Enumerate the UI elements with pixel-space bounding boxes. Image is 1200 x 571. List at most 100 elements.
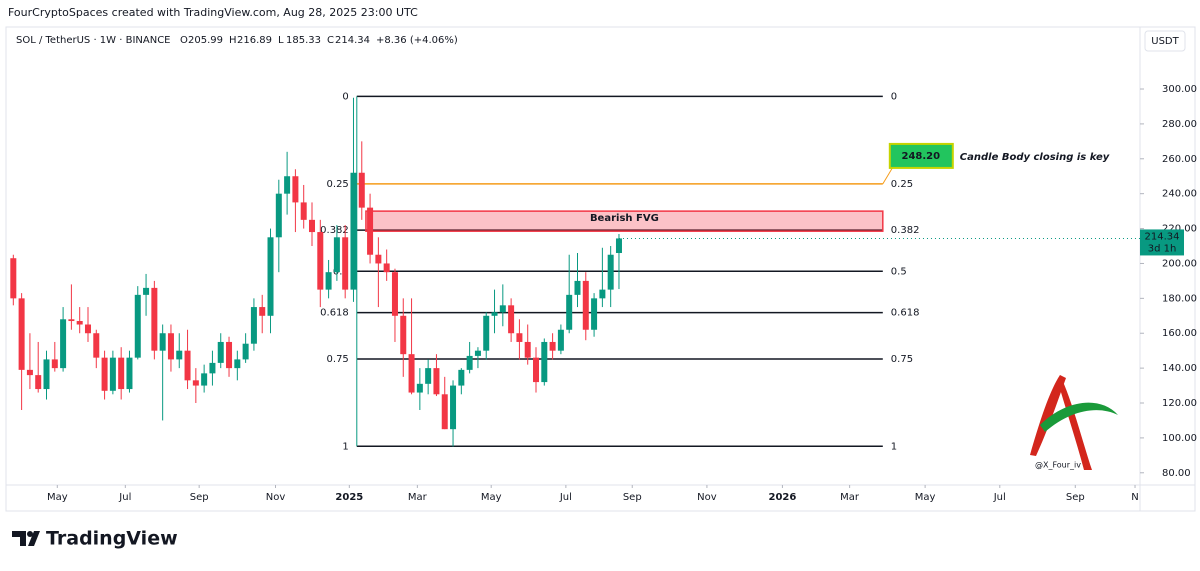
candle-body — [275, 193, 282, 238]
candle-body — [508, 305, 515, 334]
fib-label-right: 0 — [891, 91, 897, 102]
candle-body — [391, 272, 398, 316]
candle-body — [192, 380, 199, 386]
symbol: SOL / TetherUS · 1W · BINANCE — [16, 35, 171, 46]
candle-body — [201, 373, 208, 386]
candle-body — [333, 237, 340, 273]
fib-label-left: 0.382 — [320, 225, 349, 236]
fvg-label: Bearish FVG — [590, 213, 659, 224]
candle-body — [84, 324, 91, 334]
fib-label-right: 0.618 — [891, 308, 920, 319]
candle-body — [342, 237, 349, 290]
x-tick-label: Jul — [118, 492, 131, 503]
brand: TradingView — [46, 528, 178, 550]
candle-body — [184, 350, 191, 381]
fib-label-right: 0.382 — [891, 225, 920, 236]
candle-body — [400, 315, 407, 355]
candle-body — [408, 354, 415, 393]
x-tick-label: 2026 — [768, 492, 796, 503]
countdown: 3d 1h — [1148, 243, 1177, 254]
x-tick-label: Mar — [408, 492, 428, 503]
candle-body — [143, 287, 150, 295]
x-tick-label: May — [481, 492, 502, 503]
candle-body — [10, 258, 17, 299]
candle-body — [234, 359, 241, 369]
x-tick-label: May — [915, 492, 936, 503]
candle-body — [591, 298, 598, 330]
y-tick-label: 200.00 — [1162, 258, 1197, 269]
fib-label-left: 0.25 — [327, 179, 349, 190]
candle-body — [541, 341, 548, 383]
fib-label-right: 1 — [891, 441, 897, 452]
candle-body — [483, 315, 490, 351]
candle-body — [300, 202, 307, 220]
y-tick-label: 140.00 — [1162, 363, 1197, 374]
candle-body — [60, 319, 67, 369]
candle-body — [582, 280, 589, 330]
fib-label-right: 0.75 — [891, 354, 913, 365]
y-tick-label: 280.00 — [1162, 119, 1197, 130]
candle-body — [250, 307, 257, 344]
candle-body — [358, 172, 365, 208]
candle-body — [167, 333, 174, 360]
candle-body — [466, 355, 473, 370]
fib-label-left: 1 — [342, 441, 348, 452]
annotation-price: 248.20 — [902, 151, 941, 162]
candle-body — [599, 289, 606, 299]
logo — [1030, 375, 1118, 470]
candle-body — [416, 383, 423, 393]
candle-body — [566, 294, 573, 330]
currency-button[interactable] — [1144, 30, 1186, 52]
candle-body — [441, 394, 448, 430]
candle-body — [35, 375, 42, 390]
candle-body — [450, 385, 457, 430]
candle-body — [615, 238, 622, 254]
ohlc-letter: H — [229, 35, 237, 46]
y-tick-label: 260.00 — [1162, 154, 1197, 165]
candle-body — [51, 359, 58, 369]
candle-body — [101, 357, 108, 391]
fib-label-left: 0.618 — [320, 308, 349, 319]
candle-body — [549, 341, 556, 351]
candle-body — [425, 368, 432, 384]
annotation-box — [888, 142, 954, 169]
fib-label-right: 0.5 — [891, 266, 907, 277]
candle-body — [499, 305, 506, 313]
credit: FourCryptoSpaces created with TradingVie… — [8, 6, 418, 19]
y-tick-label: 240.00 — [1162, 189, 1197, 200]
candle-body — [93, 333, 100, 358]
candle-body — [308, 219, 315, 233]
candle-body — [607, 254, 614, 290]
fib-label-left: 0.5 — [333, 266, 349, 277]
candle-body — [317, 232, 324, 290]
plot: 80.00 100.00 120.00 140.00 160.00 180.00 200.0… — [10, 84, 1197, 503]
ohlc-value: 205.99 — [188, 35, 223, 46]
candle-body — [159, 333, 166, 351]
candle-body — [375, 254, 382, 264]
y-tick-label: 220.00 — [1162, 224, 1197, 235]
candle-body — [350, 172, 357, 290]
candle-body — [557, 329, 564, 351]
candle-body — [43, 359, 50, 390]
tv-logo — [12, 531, 40, 546]
x-tick-label: 2025 — [335, 492, 363, 503]
candle-body — [284, 176, 291, 194]
candle-body — [226, 341, 233, 369]
watermark: @X_Four_iv — [1035, 461, 1081, 470]
candle-body — [76, 321, 83, 325]
last-price: 214.34 — [1145, 231, 1180, 242]
candle-body — [325, 272, 332, 290]
chart-frame — [5, 26, 1196, 512]
candle-body — [109, 357, 116, 391]
ohlc-value: 214.34 — [335, 35, 370, 46]
candle-body — [433, 368, 440, 395]
candle-body — [209, 362, 216, 374]
fib-label-left: 0.75 — [327, 354, 349, 365]
candle-body — [118, 357, 125, 390]
candle-body — [516, 333, 523, 342]
ohlc-letter: C — [327, 35, 334, 46]
x-tick-label: Nov — [697, 492, 717, 503]
